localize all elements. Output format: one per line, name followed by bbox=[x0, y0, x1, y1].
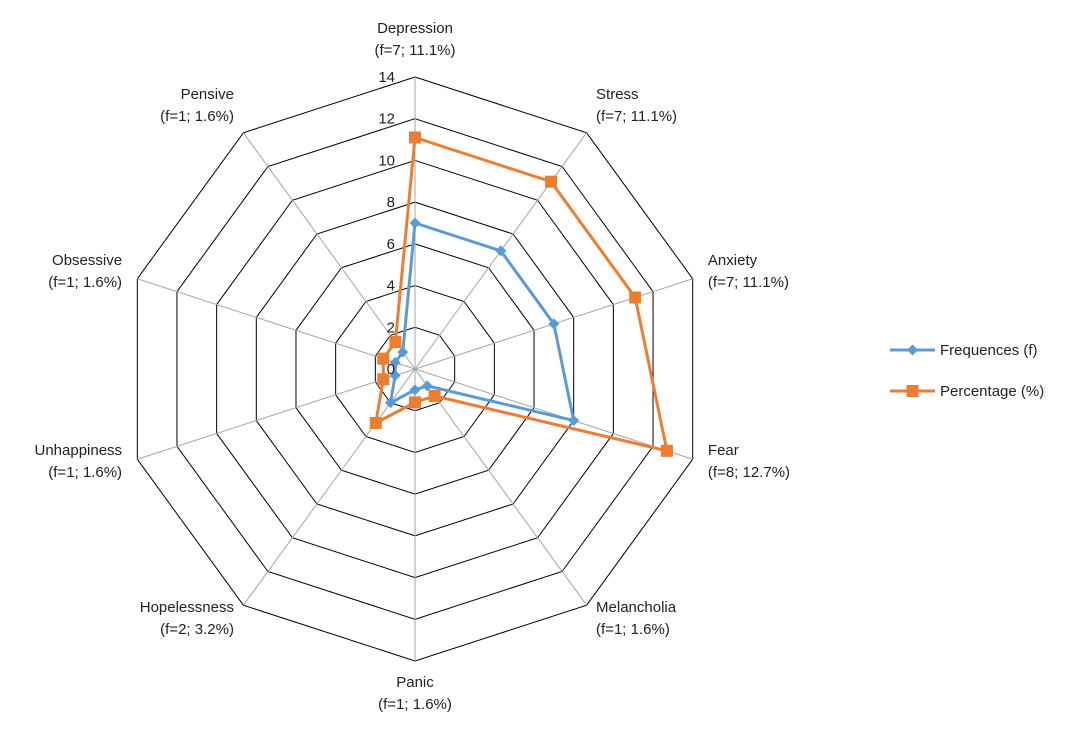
data-point bbox=[421, 380, 433, 392]
grid-spoke bbox=[242, 132, 416, 370]
grid-spoke bbox=[137, 278, 416, 370]
tick-label: 12 bbox=[378, 111, 395, 128]
tick-label: 14 bbox=[378, 69, 395, 86]
tick-label: 4 bbox=[387, 278, 395, 295]
category-sublabel: (f=1; 1.6%) bbox=[48, 274, 122, 291]
legend-marker bbox=[907, 344, 918, 356]
data-point bbox=[409, 131, 421, 144]
data-point bbox=[389, 369, 401, 381]
category-label: Unhappiness bbox=[35, 442, 123, 459]
category-label: Fear bbox=[708, 442, 739, 459]
grid-spoke bbox=[414, 368, 693, 460]
data-point bbox=[389, 336, 402, 348]
series-frequences bbox=[384, 217, 580, 427]
grid-spoke bbox=[414, 368, 588, 606]
legend-marker bbox=[906, 385, 919, 397]
tick-label: 2 bbox=[387, 319, 395, 336]
category-labels: Depression (f=7; 11.1%) Stress (f=7; 11.1%)… bbox=[35, 20, 791, 713]
legend-item: Frequences (f) bbox=[890, 342, 1038, 359]
tick-label: 10 bbox=[378, 152, 395, 169]
legend-label: Frequences (f) bbox=[940, 342, 1038, 359]
radar-grid bbox=[136, 76, 694, 662]
data-point bbox=[660, 444, 673, 457]
data-point bbox=[409, 396, 421, 409]
category-sublabel: (f=7; 11.1%) bbox=[596, 108, 677, 125]
category-label: Anxiety bbox=[708, 252, 758, 269]
series-percentage bbox=[369, 131, 673, 457]
grid-spoke bbox=[242, 368, 416, 606]
data-point bbox=[409, 217, 421, 229]
category-sublabel: (f=7; 11.1%) bbox=[708, 274, 789, 291]
category-label: Depression bbox=[377, 20, 453, 37]
category-sublabel: (f=1; 1.6%) bbox=[160, 108, 234, 125]
legend-item: Percentage (%) bbox=[890, 383, 1044, 400]
category-sublabel: (f=7; 11.1%) bbox=[374, 42, 455, 59]
category-label: Stress bbox=[596, 86, 639, 103]
data-point bbox=[377, 373, 390, 386]
data-point bbox=[384, 397, 396, 409]
category-sublabel: (f=1; 1.6%) bbox=[378, 696, 452, 713]
data-point bbox=[495, 245, 507, 257]
category-sublabel: (f=8; 12.7%) bbox=[708, 464, 790, 481]
legend: Frequences (f) Percentage (%) bbox=[890, 342, 1044, 400]
axis-tick-labels: 0 2 4 6 8 10 12 14 bbox=[378, 69, 395, 378]
radar-series bbox=[369, 131, 673, 457]
data-point bbox=[428, 390, 441, 402]
data-point bbox=[409, 384, 421, 396]
category-label: Hopelessness bbox=[140, 599, 234, 616]
data-point bbox=[397, 346, 409, 358]
category-sublabel: (f=2; 3.2%) bbox=[160, 621, 234, 638]
data-point bbox=[568, 415, 580, 427]
data-point bbox=[629, 291, 642, 304]
tick-label: 6 bbox=[387, 236, 395, 253]
legend-label: Percentage (%) bbox=[940, 383, 1044, 400]
data-point bbox=[369, 417, 382, 429]
grid-spoke bbox=[137, 368, 416, 460]
data-point bbox=[389, 357, 401, 369]
data-point bbox=[377, 352, 390, 365]
data-point bbox=[545, 175, 558, 188]
tick-label: 8 bbox=[387, 194, 395, 211]
category-label: Melancholia bbox=[596, 599, 677, 616]
category-label: Obsessive bbox=[52, 252, 122, 269]
category-sublabel: (f=1; 1.6%) bbox=[48, 464, 122, 481]
category-sublabel: (f=1; 1.6%) bbox=[596, 621, 670, 638]
tick-label: 0 bbox=[387, 361, 395, 378]
category-label: Pensive bbox=[181, 86, 234, 103]
data-point bbox=[548, 318, 560, 330]
category-label: Panic bbox=[396, 674, 434, 691]
